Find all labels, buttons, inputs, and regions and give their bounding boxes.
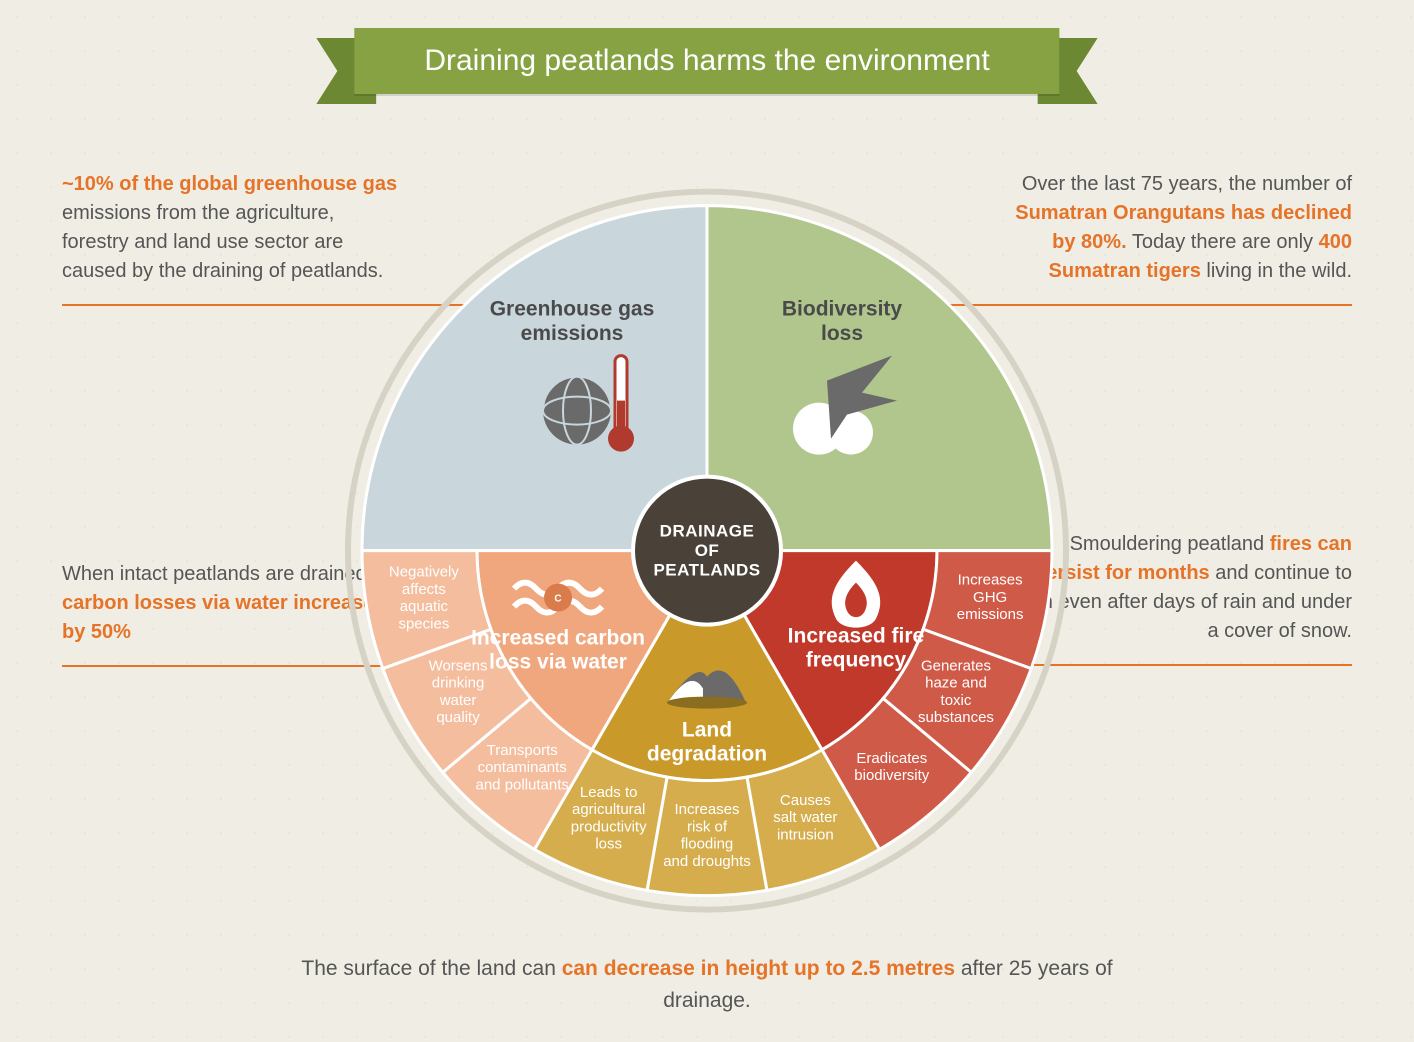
svg-text:Transportscontaminantsand poll: Transportscontaminantsand pollutants: [475, 742, 568, 794]
caption-ghg-text: emissions from the agriculture, forestry…: [62, 202, 383, 282]
caption-water-text: When intact peatlands are drained: [62, 563, 367, 585]
caption-water-hl: carbon losses via water increase by 50%: [62, 592, 374, 643]
banner-title: Draining peatlands harms the environment: [354, 28, 1059, 94]
caption-land-hl: can decrease in height up to 2.5 metres: [562, 957, 955, 980]
impact-wheel: DRAINAGEOFPEATLANDSGreenhouse gasemissio…: [337, 181, 1077, 921]
caption-bio-text2: Today there are only: [1127, 231, 1319, 253]
svg-text:Increased carbonloss via water: Increased carbonloss via water: [471, 627, 645, 674]
svg-text:Eradicatesbiodiversity: Eradicatesbiodiversity: [854, 750, 930, 784]
svg-text:Increased firefrequency: Increased firefrequency: [788, 625, 925, 672]
caption-land-text1: The surface of the land can: [301, 957, 561, 980]
svg-text:Causessalt waterintrusion: Causessalt waterintrusion: [773, 792, 837, 844]
caption-bio-text3: living in the wild.: [1201, 260, 1352, 282]
title-banner: Draining peatlands harms the environment: [354, 28, 1059, 94]
svg-text:C: C: [554, 594, 561, 605]
caption-fire-text1: Smouldering peatland: [1070, 533, 1270, 555]
caption-land: The surface of the land can can decrease…: [297, 953, 1117, 1016]
